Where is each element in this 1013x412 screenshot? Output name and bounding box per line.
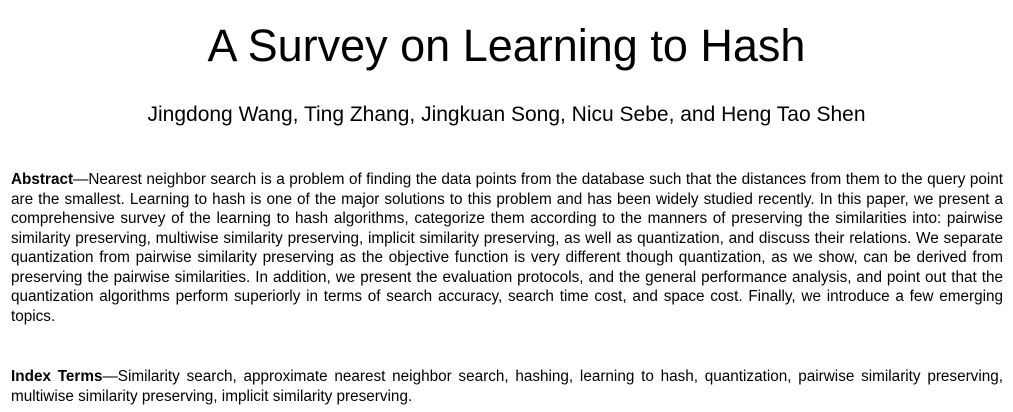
index-terms-text: Similarity search, approximate nearest n… [11,368,1003,405]
index-terms-label: Index Terms [11,368,103,385]
index-terms-separator: — [102,368,118,385]
abstract-separator: — [73,171,89,188]
abstract-label: Abstract [11,171,74,188]
author-list: Jingdong Wang, Ting Zhang, Jingkuan Song… [147,103,866,126]
abstract-text: Nearest neighbor search is a problem of … [11,171,1003,325]
index-terms-paragraph: Index Terms—Similarity search, approxima… [11,367,1003,406]
paper-title: A Survey on Learning to Hash [207,20,806,71]
abstract-paragraph: Abstract—Nearest neighbor search is a pr… [11,170,1003,326]
